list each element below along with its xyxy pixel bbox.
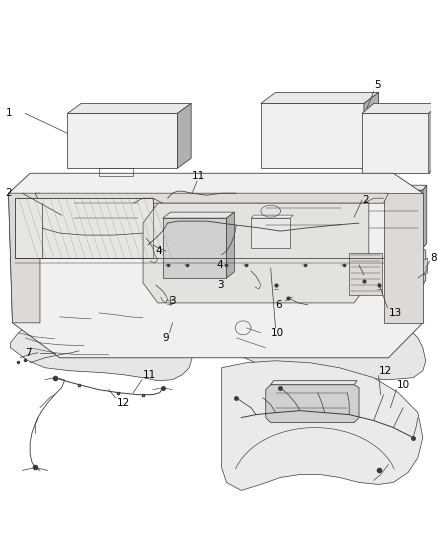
Text: 9: 9 [162, 333, 170, 343]
Polygon shape [222, 361, 423, 490]
Text: 10: 10 [396, 379, 410, 390]
Polygon shape [361, 190, 423, 248]
Polygon shape [67, 103, 191, 114]
Polygon shape [418, 258, 428, 278]
Text: 4: 4 [217, 260, 223, 270]
Text: 5: 5 [374, 80, 380, 91]
Text: 11: 11 [192, 171, 205, 181]
Text: 12: 12 [117, 398, 130, 408]
Polygon shape [251, 218, 290, 248]
Polygon shape [153, 236, 162, 286]
Polygon shape [364, 243, 426, 248]
Polygon shape [251, 215, 293, 218]
Polygon shape [62, 181, 154, 188]
Polygon shape [256, 181, 357, 188]
Polygon shape [429, 103, 438, 173]
Polygon shape [222, 305, 246, 358]
Polygon shape [361, 185, 427, 190]
Polygon shape [62, 188, 146, 243]
Text: 10: 10 [271, 328, 284, 338]
Polygon shape [361, 248, 426, 285]
Polygon shape [52, 243, 162, 286]
Polygon shape [261, 103, 364, 168]
Polygon shape [9, 193, 40, 323]
Text: 6: 6 [276, 300, 282, 310]
Text: 3: 3 [170, 296, 176, 306]
Polygon shape [362, 103, 438, 114]
Polygon shape [364, 92, 378, 168]
Text: 3: 3 [217, 280, 223, 290]
Polygon shape [222, 313, 426, 379]
Polygon shape [67, 114, 177, 168]
Text: 4: 4 [156, 246, 162, 256]
Polygon shape [251, 246, 359, 286]
Polygon shape [362, 114, 429, 173]
Polygon shape [177, 103, 191, 168]
Text: 13: 13 [389, 308, 402, 318]
Polygon shape [256, 188, 349, 246]
Polygon shape [349, 253, 381, 295]
Polygon shape [35, 193, 389, 203]
Polygon shape [9, 173, 423, 358]
Text: 2: 2 [6, 188, 12, 198]
Polygon shape [266, 385, 359, 423]
Polygon shape [11, 311, 192, 381]
Polygon shape [15, 198, 153, 258]
Text: 11: 11 [143, 370, 156, 379]
Polygon shape [384, 193, 423, 323]
Polygon shape [271, 381, 357, 385]
Text: 8: 8 [431, 253, 437, 263]
Polygon shape [226, 212, 234, 278]
Text: 7: 7 [25, 348, 32, 358]
Polygon shape [62, 236, 161, 243]
Text: 2: 2 [362, 195, 369, 205]
Polygon shape [261, 92, 378, 103]
Text: 12: 12 [378, 366, 392, 376]
Polygon shape [162, 218, 226, 278]
Polygon shape [261, 239, 357, 246]
Polygon shape [349, 181, 357, 246]
Polygon shape [146, 181, 154, 243]
Text: 1: 1 [6, 108, 12, 118]
Polygon shape [423, 185, 427, 248]
Polygon shape [143, 203, 369, 303]
Polygon shape [162, 212, 234, 218]
